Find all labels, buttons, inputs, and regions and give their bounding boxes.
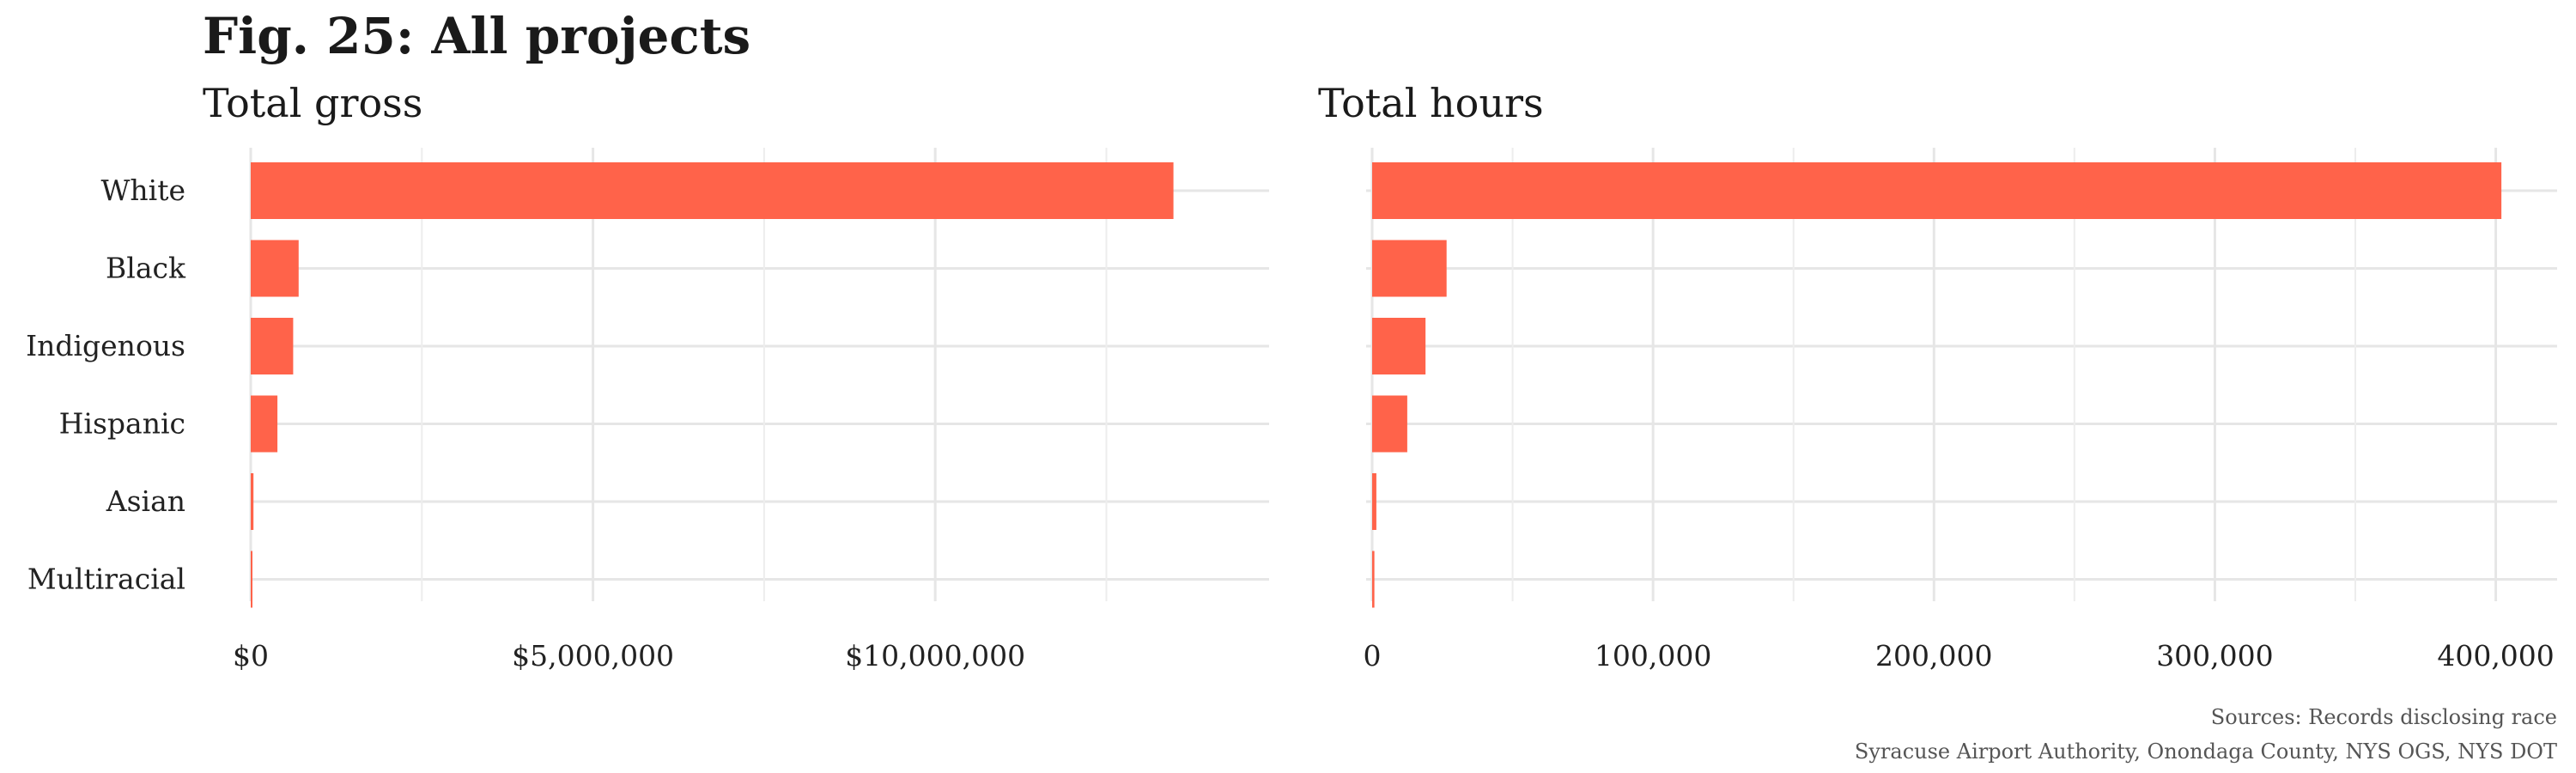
category-label-white: White [100, 173, 185, 207]
x-tick-label: 200,000 [1875, 639, 1992, 673]
bar-multiracial [1372, 551, 1375, 608]
bar-white [251, 162, 1174, 219]
bar-hispanic [251, 395, 278, 453]
gridlines-total-gross [249, 148, 1269, 601]
panel-total-gross: Total gross $0 $5,000,000 $10,000,000 White… [26, 80, 1269, 673]
bar-multiracial [251, 551, 252, 608]
category-label-black: Black [106, 252, 186, 285]
bar-indigenous [1372, 318, 1426, 374]
panel-title-total-gross: Total gross [203, 80, 422, 126]
x-tick-label: 0 [1364, 639, 1382, 673]
caption-agencies: Syracuse Airport Authority, Onondaga Cou… [1855, 740, 2557, 764]
x-tick-label: 100,000 [1595, 639, 1711, 673]
bars-total-hours [1372, 162, 2502, 608]
caption-sources: Sources: Records disclosing race [2211, 705, 2557, 729]
bar-hispanic [1372, 395, 1407, 453]
bar-white [1372, 162, 2502, 219]
x-tick-label: $10,000,000 [845, 639, 1025, 673]
panel-total-hours: Total hours 0 100,000 200,000 300,000 400,00… [1318, 80, 2557, 673]
x-tick-label: $5,000,000 [512, 639, 674, 673]
x-tick-label: 400,000 [2437, 639, 2554, 673]
bars-total-gross [251, 162, 1174, 608]
category-label-indigenous: Indigenous [26, 329, 185, 362]
bar-black [1372, 240, 1447, 297]
bar-black [251, 240, 299, 297]
category-label-asian: Asian [106, 484, 185, 518]
panel-title-total-hours: Total hours [1318, 80, 1544, 126]
category-label-multiracial: Multiracial [27, 563, 185, 596]
bar-asian [1372, 473, 1376, 530]
x-tick-label: $0 [233, 639, 269, 673]
bar-indigenous [251, 318, 294, 374]
bar-asian [251, 473, 254, 530]
figure-title: Fig. 25: All projects [203, 7, 750, 65]
x-tick-label: 300,000 [2156, 639, 2273, 673]
category-label-hispanic: Hispanic [59, 407, 185, 441]
